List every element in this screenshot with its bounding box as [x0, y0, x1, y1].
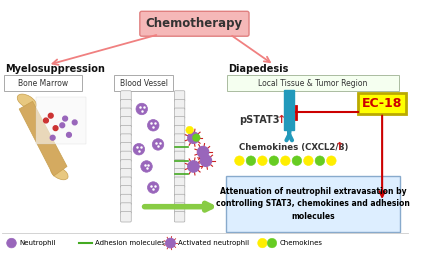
FancyBboxPatch shape — [174, 125, 185, 136]
FancyBboxPatch shape — [174, 168, 185, 179]
Circle shape — [188, 132, 199, 144]
Circle shape — [148, 119, 159, 131]
FancyBboxPatch shape — [358, 93, 406, 114]
FancyBboxPatch shape — [114, 75, 173, 91]
FancyBboxPatch shape — [174, 99, 185, 110]
Circle shape — [327, 156, 336, 165]
Bar — [36, 97, 86, 144]
Circle shape — [67, 133, 71, 137]
Text: Chemokines: Chemokines — [279, 240, 323, 246]
Circle shape — [200, 155, 212, 166]
FancyBboxPatch shape — [226, 176, 400, 232]
Circle shape — [197, 146, 209, 158]
Circle shape — [148, 182, 159, 193]
Circle shape — [133, 144, 145, 155]
Text: Diapedesis: Diapedesis — [228, 64, 288, 74]
Circle shape — [141, 161, 152, 172]
Circle shape — [7, 238, 16, 248]
FancyBboxPatch shape — [121, 99, 131, 110]
FancyBboxPatch shape — [121, 143, 131, 153]
Text: EC-18: EC-18 — [362, 97, 402, 110]
FancyBboxPatch shape — [174, 91, 185, 101]
Circle shape — [315, 156, 325, 165]
Text: ↑: ↑ — [277, 115, 286, 125]
FancyBboxPatch shape — [174, 151, 185, 162]
Circle shape — [53, 126, 58, 130]
Circle shape — [72, 120, 77, 125]
FancyBboxPatch shape — [121, 134, 131, 144]
FancyBboxPatch shape — [174, 143, 185, 153]
Circle shape — [188, 161, 199, 172]
FancyBboxPatch shape — [174, 117, 185, 127]
FancyBboxPatch shape — [121, 186, 131, 196]
Text: Chemokines (CXCL2/8): Chemokines (CXCL2/8) — [239, 143, 349, 152]
Circle shape — [193, 134, 200, 141]
Ellipse shape — [17, 94, 36, 109]
FancyBboxPatch shape — [174, 194, 185, 205]
Circle shape — [258, 156, 267, 165]
Circle shape — [186, 126, 193, 134]
Circle shape — [166, 238, 175, 248]
Bar — [285, 90, 294, 130]
Circle shape — [246, 156, 256, 165]
FancyBboxPatch shape — [174, 134, 185, 144]
Circle shape — [292, 156, 302, 165]
Text: Attenuation of neutrophil extravasation by
controlling STAT3, chemokines and adh: Attenuation of neutrophil extravasation … — [216, 187, 410, 221]
FancyBboxPatch shape — [174, 108, 185, 119]
Circle shape — [281, 156, 290, 165]
Circle shape — [269, 156, 279, 165]
Circle shape — [267, 238, 277, 248]
FancyBboxPatch shape — [121, 160, 131, 170]
FancyBboxPatch shape — [174, 203, 185, 213]
Circle shape — [136, 103, 148, 115]
FancyBboxPatch shape — [174, 160, 185, 170]
FancyBboxPatch shape — [174, 186, 185, 196]
FancyBboxPatch shape — [121, 203, 131, 213]
Text: Bone Marrow: Bone Marrow — [18, 79, 68, 88]
Circle shape — [258, 238, 267, 248]
FancyBboxPatch shape — [121, 211, 131, 222]
Polygon shape — [19, 101, 67, 176]
Circle shape — [63, 116, 68, 121]
FancyBboxPatch shape — [121, 151, 131, 162]
Text: Adhesion molecules: Adhesion molecules — [95, 240, 165, 246]
Text: Myelosuppression: Myelosuppression — [5, 64, 105, 74]
Circle shape — [152, 139, 164, 150]
Circle shape — [303, 156, 313, 165]
Text: Chemotherapy: Chemotherapy — [146, 17, 243, 30]
FancyBboxPatch shape — [140, 11, 249, 36]
FancyBboxPatch shape — [121, 91, 131, 101]
FancyBboxPatch shape — [121, 194, 131, 205]
FancyBboxPatch shape — [174, 177, 185, 188]
Circle shape — [50, 135, 55, 140]
FancyBboxPatch shape — [121, 117, 131, 127]
Ellipse shape — [51, 166, 68, 180]
Circle shape — [60, 123, 65, 128]
Text: Local Tissue & Tumor Region: Local Tissue & Tumor Region — [259, 79, 368, 88]
Text: pSTAT3: pSTAT3 — [239, 115, 280, 125]
Text: Neutrophil: Neutrophil — [19, 240, 56, 246]
FancyBboxPatch shape — [121, 108, 131, 119]
Text: Blood Vessel: Blood Vessel — [120, 79, 168, 88]
Text: Activated neutrophil: Activated neutrophil — [178, 240, 249, 246]
FancyBboxPatch shape — [4, 75, 82, 91]
Circle shape — [235, 156, 244, 165]
FancyBboxPatch shape — [227, 75, 399, 91]
Circle shape — [44, 118, 48, 123]
FancyBboxPatch shape — [174, 211, 185, 222]
Text: ↑: ↑ — [335, 142, 345, 152]
FancyBboxPatch shape — [121, 168, 131, 179]
FancyBboxPatch shape — [121, 125, 131, 136]
Circle shape — [48, 113, 53, 118]
FancyBboxPatch shape — [121, 177, 131, 188]
